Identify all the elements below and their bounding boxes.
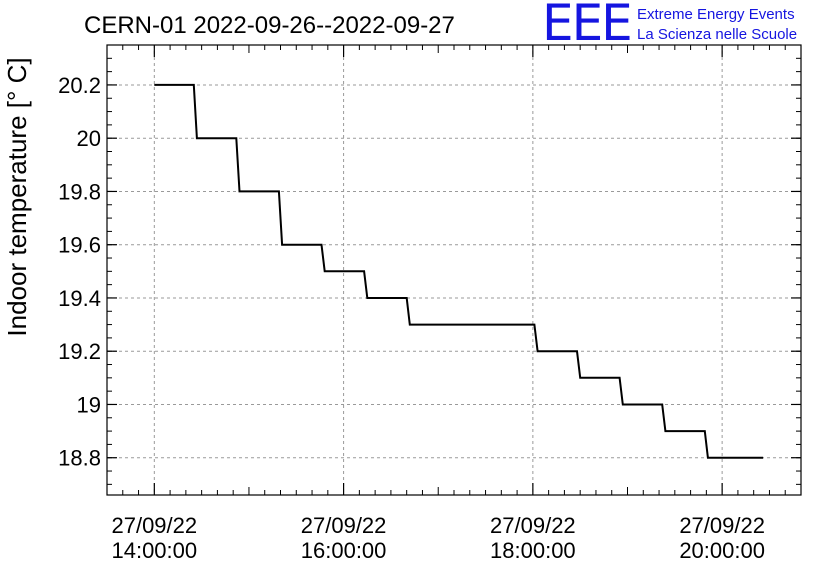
logo-mark: EEE: [542, 0, 631, 52]
x-tick-labels: 27/09/2214:00:0027/09/2216:00:0027/09/22…: [111, 513, 764, 563]
x-tick-time: 18:00:00: [490, 538, 576, 563]
chart-title: CERN-01 2022-09-26--2022-09-27: [84, 12, 455, 39]
y-tick-label: 20.2: [58, 73, 101, 98]
logo-line-2: La Scienza nelle Scuole: [637, 26, 797, 43]
gridlines: [107, 45, 801, 495]
x-tick-date: 27/09/22: [679, 513, 765, 538]
y-tick-label: 18.8: [58, 446, 101, 471]
logo-line-1: Extreme Energy Events: [637, 6, 795, 23]
x-tick-date: 27/09/22: [490, 513, 576, 538]
y-tick-label: 19.6: [58, 233, 101, 258]
plot-frame: [106, 44, 802, 496]
y-tick-label: 19.8: [58, 179, 101, 204]
logo: EEE Extreme Energy Events La Scienza nel…: [542, 0, 797, 52]
x-tick-time: 20:00:00: [679, 538, 765, 563]
y-axis-label: Indoor temperature [° C]: [2, 57, 32, 336]
series-layer: [154, 83, 764, 459]
x-tick-time: 14:00:00: [111, 538, 197, 563]
y-tick-label: 19.4: [58, 286, 101, 311]
series-line: [154, 83, 764, 459]
y-tick-label: 19.2: [58, 339, 101, 364]
y-tick-label: 19: [77, 392, 101, 417]
x-tick-date: 27/09/22: [111, 513, 197, 538]
y-tick-label: 20: [77, 126, 101, 151]
x-tick-date: 27/09/22: [301, 513, 387, 538]
x-tick-time: 16:00:00: [301, 538, 387, 563]
axis-ticks: [106, 44, 802, 495]
y-tick-labels: 18.8 19 19.2 19.4 19.6 19.8 20 20.2: [58, 73, 101, 471]
